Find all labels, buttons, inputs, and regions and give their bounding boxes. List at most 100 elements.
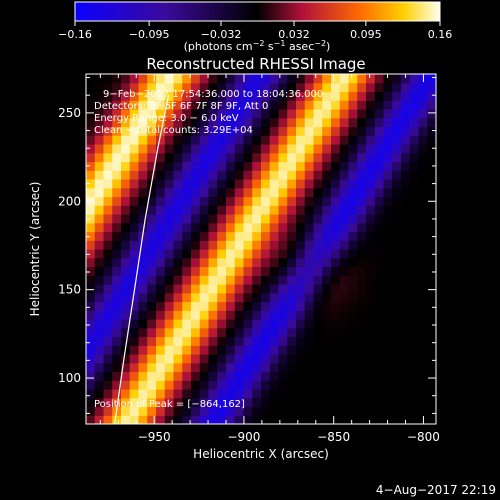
heatmap-cell <box>164 214 175 224</box>
heatmap-cell <box>94 74 105 84</box>
heatmap-cell <box>287 82 297 93</box>
heatmap-cell <box>366 319 376 329</box>
heatmap-cell <box>331 161 341 171</box>
heatmap-cell <box>173 266 183 276</box>
heatmap-cell <box>357 275 367 285</box>
heatmap-cell <box>392 74 402 84</box>
heatmap-cell <box>269 100 280 110</box>
heatmap-cell <box>94 222 105 233</box>
heatmap-cell <box>331 214 341 224</box>
heatmap-cell <box>86 257 96 268</box>
heatmap-cell <box>103 319 113 329</box>
heatmap-cell <box>261 389 271 399</box>
heatmap-cell <box>418 117 428 128</box>
heatmap-cell <box>129 179 140 189</box>
heatmap-cell <box>147 222 157 233</box>
heatmap-cell <box>129 187 140 198</box>
heatmap-cell <box>103 327 113 338</box>
heatmap-cell <box>199 266 210 276</box>
heatmap-cell <box>164 240 175 250</box>
heatmap-cell <box>383 74 393 84</box>
heatmap-cell <box>138 266 148 276</box>
heatmap-cell <box>401 152 411 163</box>
heatmap-cell <box>208 187 218 198</box>
heatmap-cell <box>191 284 201 294</box>
heatmap-cell <box>191 319 201 329</box>
heatmap-cell <box>357 284 367 294</box>
heatmap-cell <box>147 362 157 373</box>
heatmap-cell <box>129 327 140 338</box>
heatmap-cell <box>409 301 420 311</box>
heatmap-cell <box>226 275 236 285</box>
heatmap-cell <box>199 310 210 320</box>
heatmap-cell <box>383 179 393 189</box>
heatmap-cell <box>409 109 420 119</box>
heatmap-cell <box>427 170 436 180</box>
heatmap-cell <box>94 249 105 259</box>
heatmap-cell <box>103 336 113 346</box>
heatmap-cell <box>86 397 96 408</box>
heatmap-cell <box>296 231 306 241</box>
heatmap-cell <box>243 310 253 320</box>
heatmap-cell <box>217 240 227 250</box>
heatmap-cell <box>243 389 253 399</box>
heatmap-cell <box>374 327 385 338</box>
heatmap-cell <box>366 222 376 233</box>
heatmap-cell <box>156 380 166 390</box>
heatmap-cell <box>339 354 350 364</box>
heatmap-cell <box>374 74 385 84</box>
heatmap-cell <box>409 354 420 364</box>
heatmap-cell <box>261 91 271 101</box>
heatmap-cell <box>252 109 262 119</box>
heatmap-cell <box>357 170 367 180</box>
heatmap-cell <box>226 397 236 408</box>
heatmap-cell <box>129 319 140 329</box>
heatmap-cell <box>234 170 245 180</box>
heatmap-cell <box>217 380 227 390</box>
heatmap-cell <box>296 214 306 224</box>
heatmap-cell <box>401 362 411 373</box>
heatmap-cell <box>138 284 148 294</box>
heatmap-cell <box>287 126 297 136</box>
colorbar-unit-label: (photons cm−2 s−1 asec−2) <box>184 39 331 53</box>
heatmap-cell <box>173 257 183 268</box>
heatmap-cell <box>383 406 393 416</box>
heatmap-cell <box>208 310 218 320</box>
heatmap-cell <box>401 257 411 268</box>
heatmap-cell <box>383 389 393 399</box>
heatmap-cell <box>156 257 166 268</box>
heatmap-cell <box>208 301 218 311</box>
heatmap-cell <box>304 249 315 259</box>
heatmap-cell <box>339 109 350 119</box>
heatmap-cell <box>427 205 436 215</box>
heatmap-cell <box>409 152 420 163</box>
heatmap-cell <box>304 284 315 294</box>
heatmap-cell <box>401 266 411 276</box>
heatmap-cell <box>208 292 218 303</box>
heatmap-cell <box>94 292 105 303</box>
heatmap-cell <box>269 275 280 285</box>
heatmap-cell <box>357 82 367 93</box>
heatmap-cell <box>392 266 402 276</box>
heatmap-cell <box>252 214 262 224</box>
heatmap-cell <box>357 310 367 320</box>
heatmap-cell <box>348 415 358 424</box>
heatmap-cell <box>409 345 420 355</box>
heatmap-cell <box>129 91 140 101</box>
x-tick-label: −850 <box>317 430 350 444</box>
heatmap-cell <box>199 100 210 110</box>
heatmap-cell <box>234 354 245 364</box>
heatmap-cell <box>182 82 192 93</box>
heatmap-cell <box>226 109 236 119</box>
heatmap-cell <box>278 397 288 408</box>
heatmap-cell <box>269 222 280 233</box>
heatmap-cell <box>252 336 262 346</box>
heatmap-cell <box>409 319 420 329</box>
heatmap-cell <box>191 222 201 233</box>
heatmap-cell <box>112 205 122 215</box>
annotation-clean: Clean − total counts: 3.29E+04 <box>94 125 253 136</box>
heatmap-cell <box>427 415 436 424</box>
heatmap-cell <box>269 249 280 259</box>
heatmap-cell <box>94 266 105 276</box>
heatmap-cell <box>156 275 166 285</box>
